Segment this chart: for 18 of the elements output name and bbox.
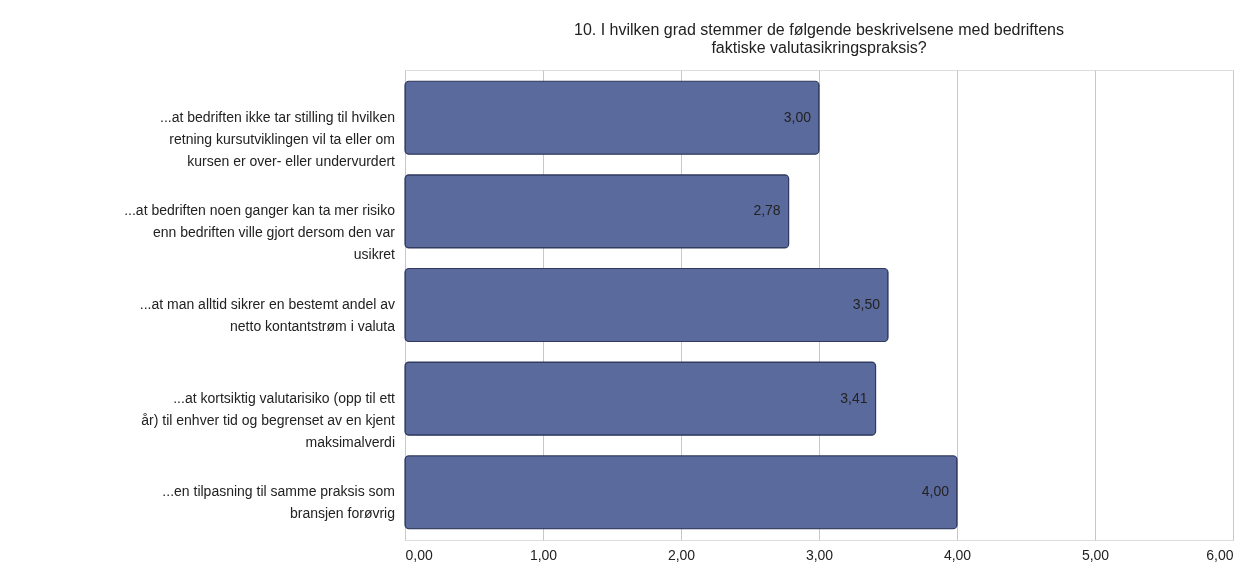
- y-tick-label: ...at bedriften noen ganger kan ta mer risiko enn bedriften ville gjort dersom den var usikret: [124, 202, 396, 263]
- y-tick-label: ...at kortsiktig valutarisiko (opp til ett år) til enhver tid og begrenset av en kjent maksimalverdi: [141, 389, 396, 450]
- x-tick-label: 3,00: [805, 546, 834, 563]
- data-label: 4,00: [921, 483, 950, 500]
- x-tick-label: 2,00: [667, 546, 696, 563]
- chart-title: 10. I hvilken grad stemmer de følgende beskrivelsene med bedriftens faktiske valutasikringspraksis?: [573, 21, 1065, 56]
- y-tick-label: ...at man alltid sikrer en bestemt andel av netto kontantstrøm i valuta: [139, 296, 396, 334]
- data-label: 3,50: [852, 296, 881, 312]
- x-tick-label: 4,00: [943, 546, 972, 563]
- data-label: 3,00: [783, 108, 812, 125]
- y-tick-label: ...en tilpasning til samme praksis som bransjen forøvrig: [162, 483, 395, 522]
- x-tick-label: 5,00: [1081, 546, 1110, 563]
- data-label: 3,41: [840, 389, 868, 406]
- x-tick-label: 0,00: [405, 546, 433, 563]
- x-tick-label: 6,00: [1206, 546, 1234, 563]
- y-tick-label: ...at bedriften ikke tar stilling til hvilken retning kursutviklingen vil ta eller om kursen er over- eller undervurdert: [160, 108, 396, 169]
- x-tick-label: 1,00: [529, 546, 558, 563]
- data-label: 2,78: [753, 202, 781, 219]
